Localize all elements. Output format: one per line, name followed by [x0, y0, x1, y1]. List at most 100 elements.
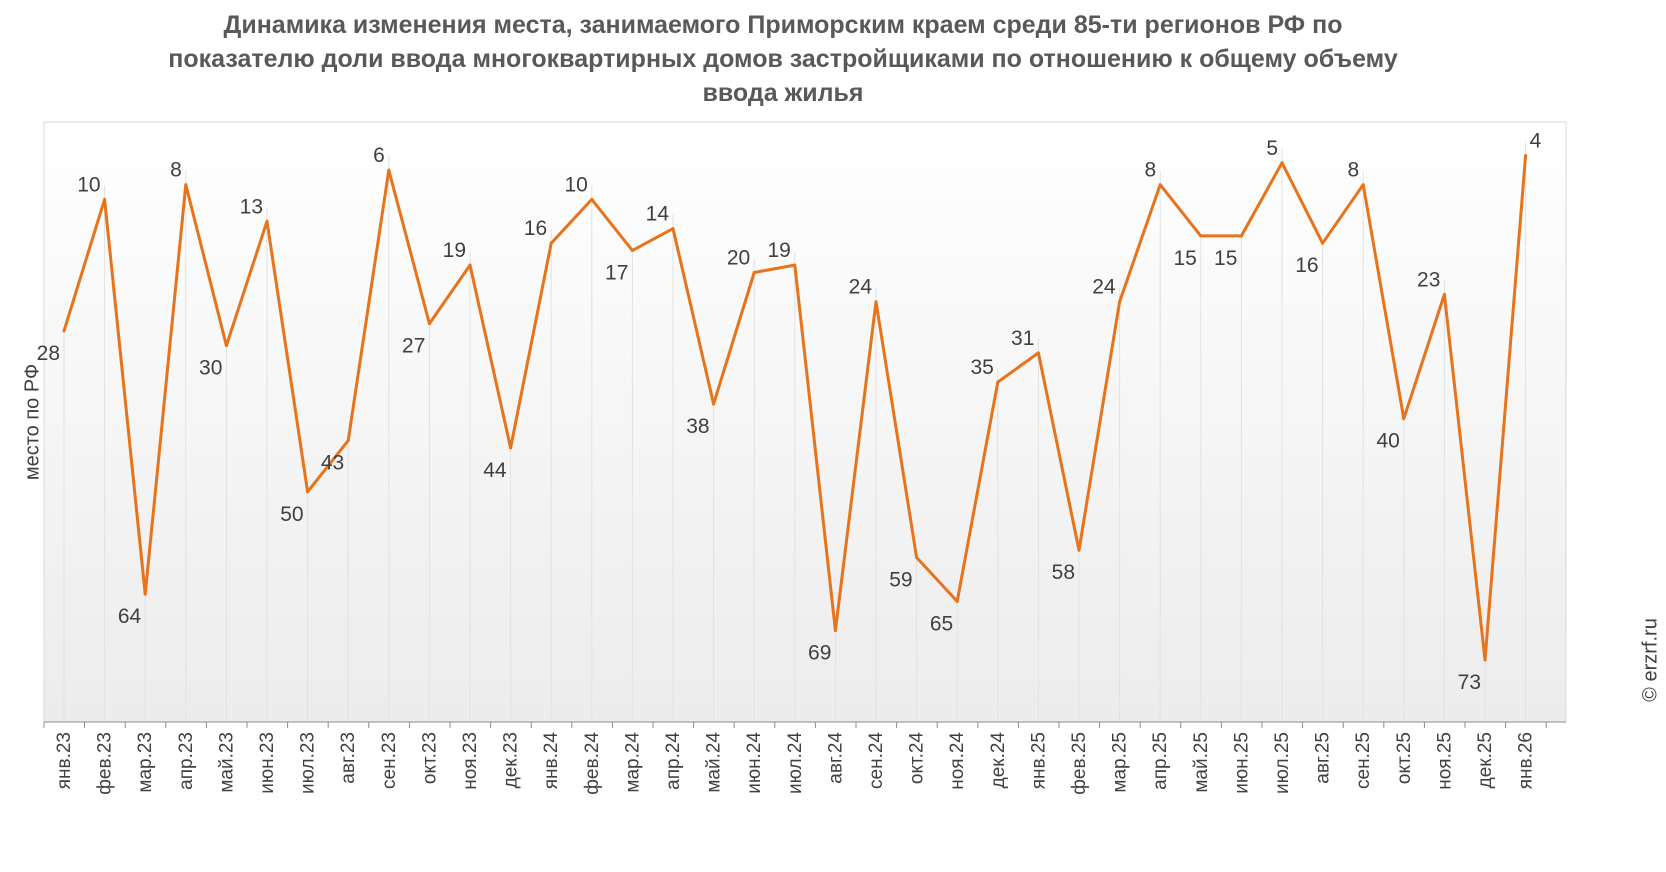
data-label: 16 [524, 217, 547, 240]
x-tick-label: ноя.24 [947, 732, 968, 790]
data-point [306, 490, 310, 494]
x-tick-label: дек.23 [501, 732, 522, 788]
x-tick-label: июн.25 [1231, 732, 1252, 794]
x-tick-label: мар.23 [135, 732, 156, 793]
data-label: 27 [402, 335, 425, 358]
data-point [468, 263, 472, 267]
x-tick-label: мар.24 [622, 732, 643, 793]
data-label: 19 [767, 239, 790, 262]
x-tick-label: июн.24 [744, 732, 765, 794]
data-label: 10 [564, 173, 587, 196]
chart-title: Динамика изменения места, занимаемого Пр… [168, 11, 1398, 107]
data-point [549, 241, 553, 245]
x-tick-label: фев.23 [95, 732, 116, 795]
data-point [1524, 154, 1528, 157]
data-label: 58 [1052, 561, 1075, 584]
x-tick-label: июл.24 [785, 732, 806, 794]
data-point [1036, 351, 1040, 355]
data-point [630, 249, 634, 253]
x-tick-label: авг.23 [338, 732, 359, 784]
data-point [915, 556, 919, 560]
data-point [103, 197, 107, 201]
data-point [833, 629, 837, 633]
data-point [752, 270, 756, 274]
data-point [509, 446, 513, 450]
x-tick-label: сен.23 [379, 732, 400, 789]
data-point [1158, 183, 1162, 187]
data-label: 8 [1348, 159, 1360, 182]
data-label: 40 [1376, 430, 1399, 453]
data-label: 6 [373, 144, 385, 167]
data-point [346, 439, 350, 443]
data-label: 19 [443, 239, 466, 262]
x-tick-label: май.24 [704, 732, 725, 793]
x-tick-label: авг.24 [825, 732, 846, 784]
data-point [184, 183, 188, 187]
data-point [427, 322, 431, 326]
x-tick-label: янв.24 [541, 732, 562, 790]
data-point [874, 300, 878, 304]
x-tick-label: июн.23 [257, 732, 278, 794]
data-point [1239, 234, 1243, 238]
data-label: 16 [1295, 254, 1318, 277]
data-label: 23 [1417, 268, 1440, 291]
data-label: 43 [321, 452, 344, 475]
data-point [62, 329, 66, 333]
x-tick-label: окт.24 [907, 732, 928, 785]
x-tick-label: ноя.25 [1434, 732, 1455, 790]
data-label: 35 [970, 356, 993, 379]
data-label: 31 [1011, 327, 1034, 350]
data-label: 65 [930, 612, 953, 635]
data-label: 4 [1530, 130, 1542, 153]
x-tick-label: окт.23 [419, 732, 440, 784]
data-label: 10 [77, 173, 100, 196]
x-tick-label: апр.24 [663, 732, 684, 790]
data-point [1321, 241, 1325, 245]
x-tick-label: июл.23 [298, 732, 319, 794]
data-label: 13 [240, 195, 263, 218]
data-point [1442, 292, 1446, 296]
data-point [1118, 300, 1122, 304]
data-label: 15 [1214, 247, 1237, 270]
data-label: 14 [646, 203, 670, 226]
data-point [224, 344, 228, 348]
data-point [1199, 234, 1203, 238]
x-tick-label: окт.25 [1394, 732, 1415, 784]
data-point [387, 168, 391, 172]
x-tick-label: фев.24 [582, 732, 603, 795]
data-point [1280, 161, 1284, 165]
data-label: 59 [889, 569, 912, 592]
x-tick-label: дек.25 [1475, 732, 1496, 788]
data-label: 24 [849, 276, 873, 299]
plot-area [43, 121, 1567, 723]
x-tick-label: мар.25 [1110, 732, 1131, 793]
data-label: 44 [483, 459, 507, 482]
data-label: 20 [727, 246, 750, 269]
x-tick-label: дек.24 [988, 732, 1009, 789]
x-tick-label: авг.25 [1313, 732, 1334, 784]
x-tick-label: сен.25 [1353, 732, 1374, 789]
data-point [671, 227, 675, 231]
x-tick-label: май.23 [216, 732, 237, 793]
x-tick-label: май.25 [1191, 732, 1212, 793]
data-point [712, 402, 716, 406]
data-point [1077, 548, 1081, 552]
data-label: 5 [1266, 137, 1278, 160]
data-label: 50 [280, 503, 303, 526]
x-tick-label: янв.26 [1516, 732, 1537, 789]
data-label: 28 [37, 342, 60, 365]
x-tick-label: апр.23 [176, 732, 197, 790]
x-tick-label: сен.24 [866, 732, 887, 789]
data-label: 15 [1173, 247, 1196, 270]
data-point [143, 592, 147, 596]
x-tick-label: фев.25 [1069, 732, 1090, 795]
data-label: 69 [808, 642, 831, 665]
x-tick-label: июл.25 [1272, 732, 1293, 794]
data-label: 38 [686, 415, 709, 438]
x-tick-label: янв.25 [1028, 732, 1049, 789]
data-label: 30 [199, 357, 222, 380]
data-label: 73 [1458, 671, 1481, 694]
data-label: 17 [605, 262, 628, 285]
data-point [793, 263, 797, 267]
